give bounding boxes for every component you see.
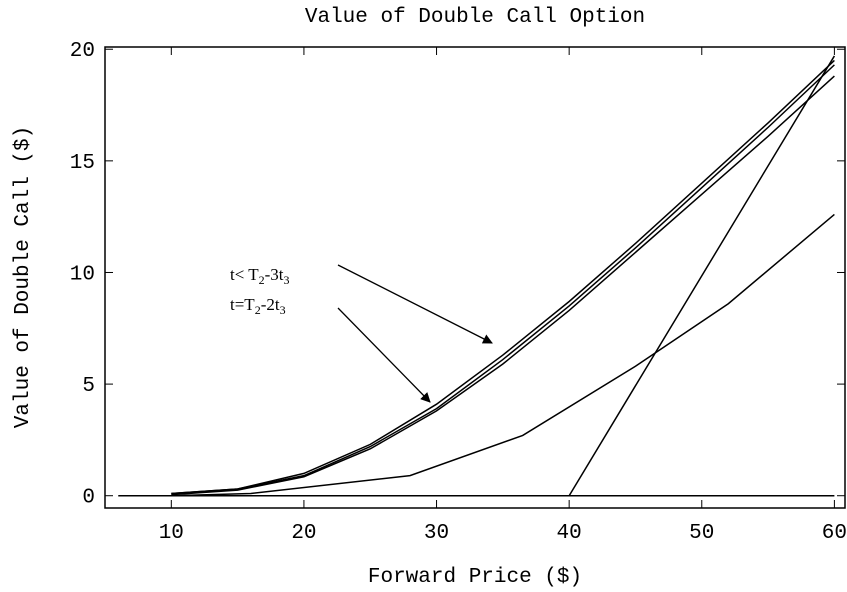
x-tick-label: 10 (159, 522, 184, 545)
y-tick-label: 15 (70, 152, 95, 175)
annotation: t< T2-3t3 (230, 265, 290, 287)
y-tick-label: 0 (82, 487, 95, 510)
annotation-part: -2t (261, 295, 280, 314)
line-series (171, 75, 835, 496)
annotation-part: 3 (280, 303, 286, 317)
x-tick-label: 20 (291, 522, 316, 545)
annotation-part: 2 (259, 273, 265, 287)
x-tick-label: 60 (822, 522, 847, 545)
annotation: t=T2-2t3 (230, 295, 286, 317)
y-tick-label: 10 (70, 263, 95, 286)
x-tick-label: 40 (557, 522, 582, 545)
y-axis-label: Value of Double Call ($) (12, 126, 35, 428)
line-series (171, 213, 835, 497)
arrow (337, 264, 493, 344)
annotation-part: 2 (255, 303, 261, 317)
chart-title: Value of Double Call Option (305, 6, 645, 29)
line-series (568, 55, 836, 497)
y-tick-label: 5 (82, 375, 95, 398)
annotation-part: -3t (265, 265, 284, 284)
annotation-part: t=T (230, 295, 255, 314)
line-series (171, 59, 835, 495)
y-tick-label: 20 (70, 40, 95, 63)
x-tick-label: 50 (689, 522, 714, 545)
x-axis-label: Forward Price ($) (368, 566, 582, 589)
annotation-part: t< T (230, 265, 259, 284)
plot-frame (104, 46, 846, 509)
line-series (171, 64, 835, 495)
annotation-part: 3 (284, 273, 290, 287)
x-tick-label: 30 (424, 522, 449, 545)
arrow (337, 307, 431, 403)
